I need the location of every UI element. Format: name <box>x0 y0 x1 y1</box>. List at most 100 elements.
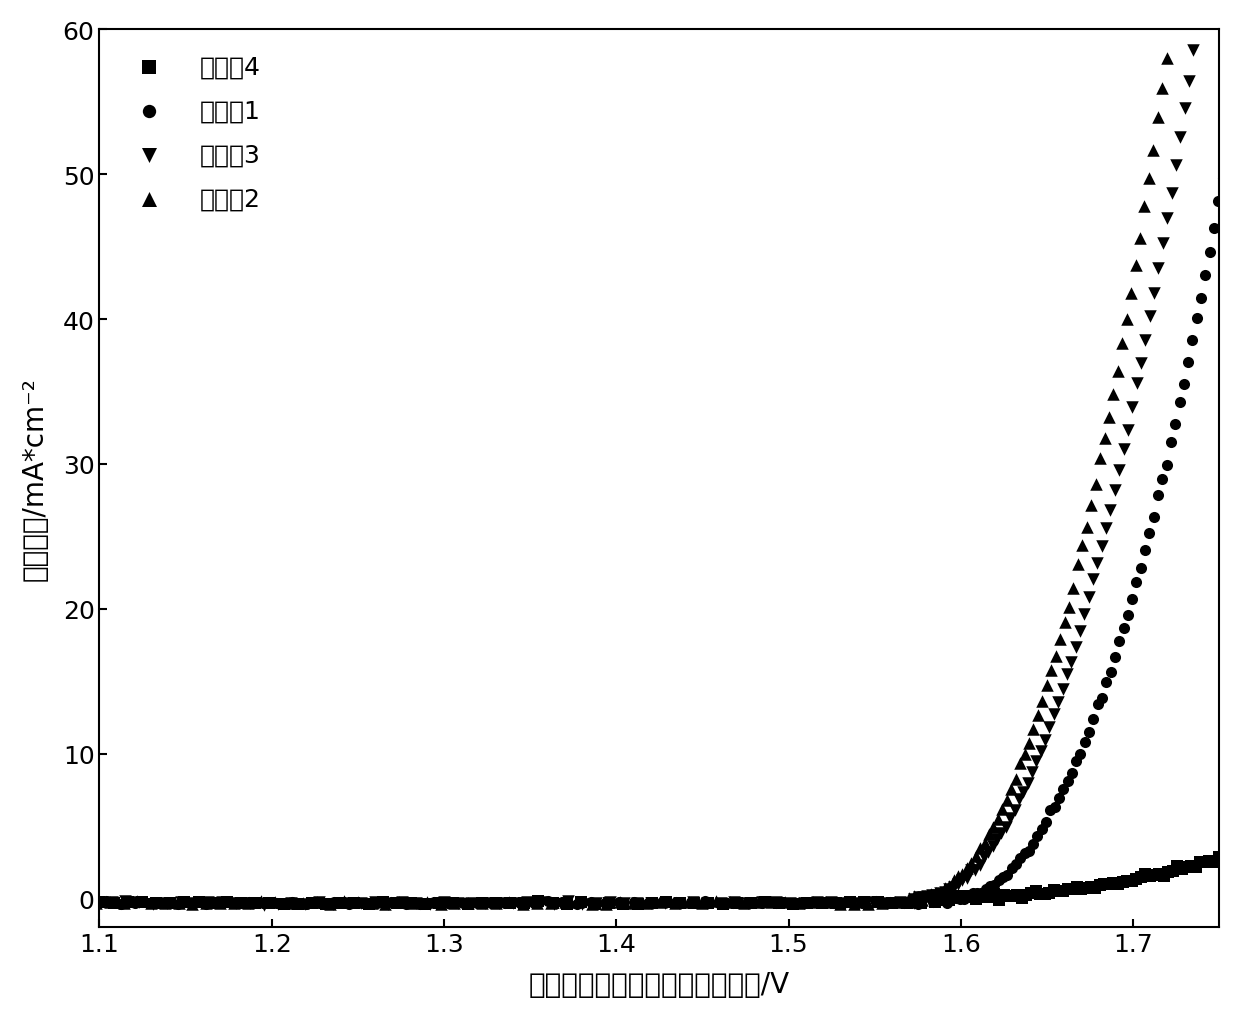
实施例4 <box>944 889 963 905</box>
实施例4 <box>939 892 959 908</box>
实施例2 <box>665 895 684 911</box>
实施例2 <box>1023 720 1043 737</box>
实施例4 <box>274 896 294 912</box>
实施例4 <box>1104 875 1123 892</box>
实施例2 <box>802 895 822 911</box>
实施例3 <box>198 895 218 911</box>
实施例2 <box>692 895 712 911</box>
实施例3 <box>1070 624 1090 640</box>
实施例4 <box>89 895 109 911</box>
实施例3 <box>930 884 950 901</box>
实施例2 <box>1014 747 1034 763</box>
实施例3 <box>1039 718 1059 735</box>
实施例2 <box>921 887 941 903</box>
实施例4 <box>684 895 704 911</box>
实施例4 <box>1204 854 1224 870</box>
实施例1 <box>894 896 914 912</box>
实施例3 <box>309 894 329 910</box>
实施例3 <box>890 895 910 911</box>
实施例1 <box>1096 674 1116 690</box>
实施例2 <box>1073 537 1092 553</box>
实施例4 <box>1007 887 1027 903</box>
实施例1 <box>1166 417 1185 433</box>
实施例4 <box>387 895 407 911</box>
实施例2 <box>389 894 409 910</box>
实施例1 <box>523 896 543 912</box>
实施例4 <box>1145 866 1164 882</box>
实施例3 <box>420 896 440 912</box>
实施例1 <box>1049 790 1069 806</box>
实施例1 <box>310 895 330 911</box>
实施例3 <box>655 895 675 911</box>
实施例4 <box>742 895 761 911</box>
实施例2 <box>293 896 312 912</box>
实施例4 <box>755 894 775 910</box>
实施例4 <box>1003 888 1023 904</box>
实施例4 <box>231 895 250 911</box>
实施例1 <box>1037 814 1056 830</box>
实施例3 <box>1087 555 1107 572</box>
实施例1 <box>780 895 800 911</box>
实施例3 <box>587 895 606 911</box>
实施例3 <box>1004 803 1024 819</box>
实施例1 <box>1070 746 1090 762</box>
实施例1 <box>567 896 587 912</box>
实施例4 <box>925 891 945 907</box>
实施例1 <box>125 895 145 911</box>
实施例4 <box>990 893 1009 909</box>
实施例4 <box>444 895 464 911</box>
实施例3 <box>434 895 454 911</box>
实施例1 <box>1040 802 1060 818</box>
实施例3 <box>1030 743 1050 759</box>
实施例2 <box>707 894 727 910</box>
实施例1 <box>154 895 174 911</box>
实施例3 <box>1048 695 1068 711</box>
实施例2 <box>939 878 959 895</box>
实施例1 <box>738 896 758 912</box>
实施例4 <box>925 894 945 910</box>
实施例4 <box>1053 883 1073 900</box>
实施例1 <box>866 893 885 909</box>
实施例4 <box>1035 886 1055 902</box>
实施例4 <box>1071 881 1091 898</box>
实施例1 <box>1209 194 1229 210</box>
实施例2 <box>348 894 368 910</box>
实施例2 <box>86 896 105 912</box>
实施例3 <box>517 895 537 911</box>
实施例2 <box>403 895 423 911</box>
实施例3 <box>1183 43 1203 59</box>
实施例1 <box>1105 649 1125 665</box>
实施例3 <box>794 895 813 911</box>
实施例1 <box>510 895 529 911</box>
实施例3 <box>1083 572 1102 588</box>
实施例2 <box>238 895 258 911</box>
实施例1 <box>1118 607 1138 624</box>
实施例4 <box>1136 866 1156 882</box>
实施例4 <box>947 889 967 905</box>
实施例2 <box>775 894 795 910</box>
实施例4 <box>642 895 662 911</box>
实施例1 <box>1127 574 1147 590</box>
实施例4 <box>854 894 874 910</box>
实施例2 <box>678 894 698 910</box>
实施例2 <box>966 848 986 864</box>
实施例2 <box>1086 477 1106 493</box>
实施例4 <box>1080 879 1100 896</box>
实施例2 <box>430 896 450 912</box>
实施例1 <box>937 890 957 906</box>
实施例4 <box>868 894 888 910</box>
实施例1 <box>453 895 472 911</box>
实施例3 <box>241 895 260 911</box>
实施例3 <box>1148 261 1168 277</box>
实施例3 <box>966 862 986 878</box>
实施例1 <box>950 891 970 907</box>
实施例2 <box>831 896 851 912</box>
实施例4 <box>985 887 1004 903</box>
实施例2 <box>885 895 905 911</box>
实施例1 <box>609 895 629 911</box>
实施例1 <box>624 894 644 910</box>
实施例4 <box>203 895 223 911</box>
实施例3 <box>987 832 1007 848</box>
实施例4 <box>998 888 1018 904</box>
实施例4 <box>217 895 237 911</box>
